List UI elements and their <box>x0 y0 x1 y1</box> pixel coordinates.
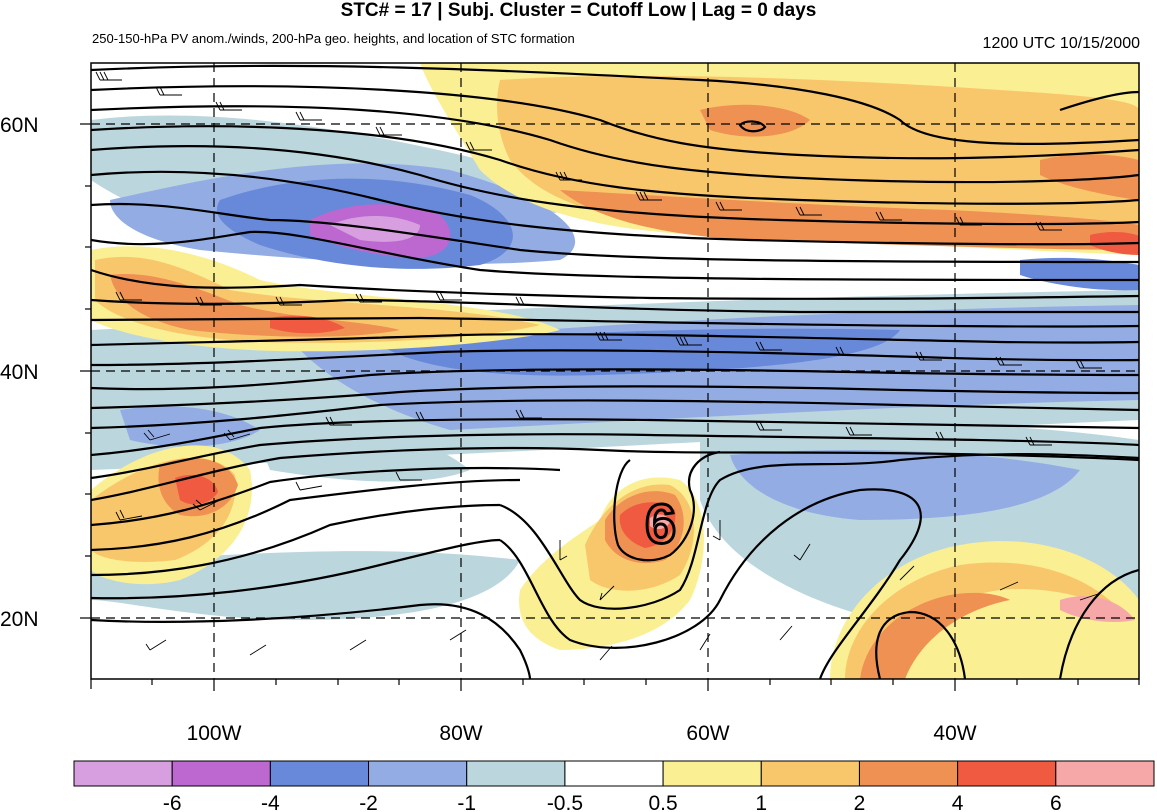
pv-shade-dark-blue <box>1020 257 1139 291</box>
height-contour <box>91 503 501 577</box>
pv-shade-blue <box>120 406 260 447</box>
colorbar-swatch <box>368 760 468 787</box>
colorbar-label: 2 <box>854 792 866 812</box>
pv-shade-red <box>175 474 218 505</box>
height-contour <box>1058 568 1139 679</box>
wind-barb <box>755 421 1052 446</box>
lat-label-60n: 60N <box>0 114 39 137</box>
height-contour <box>91 399 1139 430</box>
height-contour <box>91 446 1139 502</box>
height-contour <box>91 538 501 600</box>
colorbar-label: -1 <box>457 792 476 812</box>
pv-shade-dark-blue <box>380 328 900 376</box>
wind-barbs <box>95 71 1102 661</box>
pv-shade-light-blue <box>250 417 470 482</box>
wind-barb <box>145 625 793 661</box>
pv-shade-pink <box>1060 596 1135 622</box>
pv-shade-dark-orange <box>1040 154 1139 200</box>
colorbar: -6 -4 -2 -1 -0.5 0.5 1 2 4 6 <box>73 760 1155 812</box>
height-contour <box>613 450 721 562</box>
height-contour <box>91 64 1139 146</box>
height-contour <box>91 105 1139 184</box>
colorbar-swatch <box>564 760 664 787</box>
colorbar-swatch <box>466 760 566 787</box>
colorbar-swatch <box>858 760 959 787</box>
colorbar-swatch <box>171 760 271 787</box>
height-contour <box>91 603 532 679</box>
lon-label-40w: 40W <box>933 722 976 745</box>
colorbar-swatch <box>760 760 860 787</box>
stc-formation-marker: 6 <box>644 491 678 557</box>
colorbar-swatch <box>73 760 173 787</box>
axis-ticks <box>80 123 1140 691</box>
wind-barb <box>559 520 1099 601</box>
height-contour <box>91 418 1139 457</box>
wind-barb <box>595 331 1102 369</box>
colorbar-swatch <box>662 760 762 787</box>
colorbar-swatch <box>1055 760 1155 787</box>
lat-label-20n: 20N <box>0 608 39 631</box>
colorbar-label: 0.5 <box>648 792 677 812</box>
height-contour <box>91 170 1139 246</box>
height-contour <box>91 268 1139 300</box>
graticule <box>91 63 1139 679</box>
height-contour <box>1059 90 1139 112</box>
height-contour <box>91 333 1139 347</box>
height-contour <box>91 298 1139 314</box>
valid-time: 1200 UTC 10/15/2000 <box>982 35 1140 52</box>
pv-shade-dark-orange <box>560 190 1139 250</box>
pv-shade-orange <box>845 562 1125 679</box>
lat-label-40n: 40N <box>0 361 39 384</box>
height-contour <box>499 488 922 679</box>
lon-label-100w: 100W <box>187 722 242 745</box>
colorbar-label: -4 <box>261 792 280 812</box>
colorbar-swatch <box>957 760 1057 787</box>
colorbar-swatch <box>269 760 370 787</box>
colorbar-label: 6 <box>1050 792 1062 812</box>
colorbar-label: -2 <box>359 792 378 812</box>
height-contour <box>499 452 1139 610</box>
height-contour <box>91 368 1139 391</box>
height-contour <box>91 316 1139 328</box>
colorbar-label: -0.5 <box>547 792 583 812</box>
pv-shade-dark-orange <box>860 592 1010 679</box>
height-contour <box>875 610 967 679</box>
wind-barb <box>95 71 492 151</box>
pv-shade-red <box>270 315 345 334</box>
colorbar-label: 1 <box>755 792 767 812</box>
wind-barb <box>115 291 542 306</box>
height-contour <box>91 230 1139 282</box>
figure-subtitle: 250-150-hPa PV anom./winds, 200-hPa geo.… <box>92 31 575 46</box>
height-contour <box>91 202 1139 264</box>
height-contour <box>91 385 1139 410</box>
height-contour <box>91 466 561 527</box>
colorbar-label: 4 <box>952 792 964 812</box>
height-contour <box>738 120 767 133</box>
height-contour <box>91 145 1139 226</box>
pv-shade-pink <box>650 514 670 530</box>
lon-label-80w: 80W <box>439 722 482 745</box>
wind-barb <box>555 171 1062 231</box>
colorbar-label: -6 <box>163 792 182 812</box>
height-contour <box>91 125 1139 205</box>
wind-barb <box>143 409 542 441</box>
height-contour <box>91 478 521 552</box>
height-contour <box>91 433 1139 480</box>
stc-formation-symbol: 6 <box>645 492 676 555</box>
lon-label-60w: 60W <box>686 722 729 745</box>
figure-title: STC# = 17 | Subj. Cluster = Cutoff Low |… <box>340 0 817 21</box>
height-contour <box>91 349 1139 367</box>
height-contours <box>91 64 1139 679</box>
wind-barb <box>115 471 422 521</box>
map-plot-area: 6 <box>91 63 1139 679</box>
pv-shade-red <box>619 502 676 548</box>
